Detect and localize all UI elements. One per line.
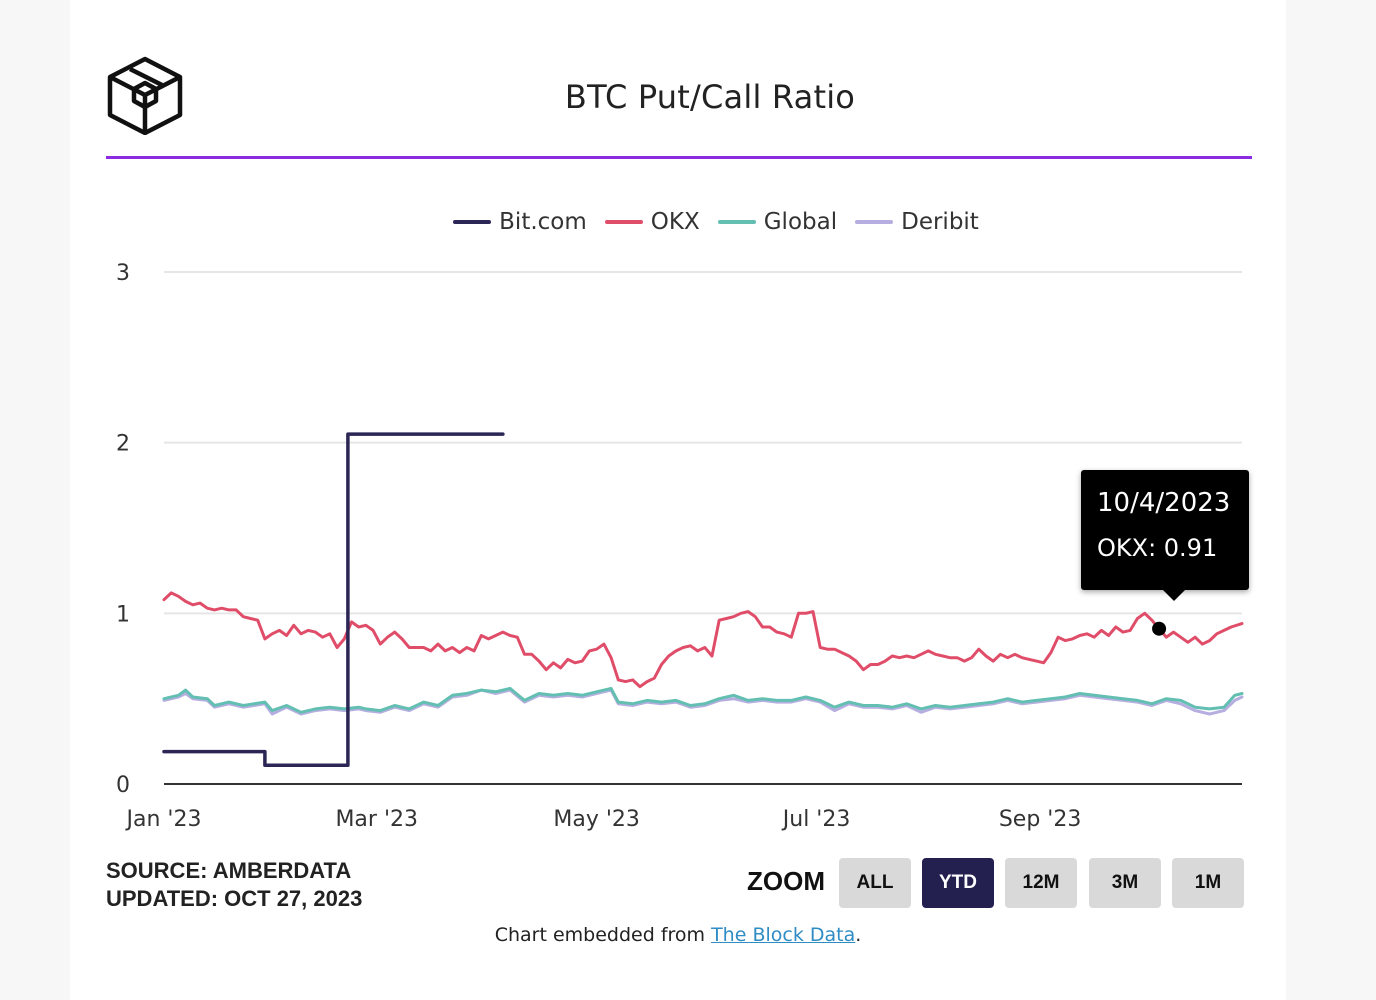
legend-swatch [604, 220, 643, 224]
chart-legend: Bit.com OKX Global Deribit [70, 204, 1286, 240]
legend-swatch [855, 220, 894, 224]
updated-label: UPDATED: OCT 27, 2023 [106, 886, 363, 911]
y-tick-label: 1 [116, 602, 130, 627]
data-tooltip: 10/4/2023 OKX: 0.91 [1081, 470, 1249, 601]
x-tick-label: Jan '23 [125, 807, 202, 832]
x-tick-label: Sep '23 [999, 807, 1082, 832]
series-line-global [162, 686, 1244, 714]
tooltip-value: OKX: 0.91 [1097, 534, 1218, 562]
header-divider [106, 156, 1252, 159]
x-tick-label: May '23 [553, 807, 640, 832]
legend-swatch [717, 220, 756, 224]
the-block-data-link[interactable]: The Block Data [711, 924, 856, 946]
x-tick-label: Mar '23 [335, 807, 418, 832]
zoom-ytd-button[interactable]: YTD [922, 858, 994, 908]
chart-title: BTC Put/Call Ratio [564, 78, 856, 116]
legend-label: OKX [650, 209, 700, 235]
legend-label: Global [763, 209, 838, 235]
legend-label: Bit.com [499, 209, 587, 235]
zoom-all-button[interactable]: ALL [839, 858, 911, 908]
legend-swatch [453, 220, 492, 224]
legend-label: Deribit [901, 209, 979, 235]
plot-area: 0 1 2 3 Jan '23 Mar '23 May '23 Jul '23 Sep '23 [116, 261, 1244, 832]
legend-item-deribit[interactable]: Deribit [855, 204, 979, 240]
y-tick-label: 2 [116, 432, 130, 457]
embed-suffix: . [855, 924, 862, 946]
hover-point-marker [1152, 621, 1167, 636]
x-tick-label: Jul '23 [781, 807, 851, 832]
series-line-bitcom [162, 432, 505, 767]
source-label: SOURCE: AMBERDATA [106, 858, 352, 883]
chart-header: BTC Put/Call Ratio [70, 0, 1286, 159]
series-line-deribit [162, 688, 1244, 716]
legend-item-bitcom[interactable]: Bit.com [453, 204, 587, 240]
source-note: SOURCE: AMBERDATA UPDATED: OCT 27, 2023 [106, 857, 362, 913]
the-block-cube-logo-icon [107, 56, 183, 135]
legend-item-okx[interactable]: OKX [604, 204, 700, 240]
legend-item-global[interactable]: Global [717, 204, 838, 240]
zoom-12m-button[interactable]: 12M [1005, 858, 1077, 908]
embed-prefix: Chart embedded from [494, 924, 712, 946]
zoom-1m-button[interactable]: 1M [1172, 858, 1244, 908]
chart-card: BTC Put/Call Ratio Bit.com OKX Global Derib… [70, 0, 1286, 1000]
tooltip-date: 10/4/2023 [1097, 488, 1231, 518]
zoom-3m-button[interactable]: 3M [1089, 858, 1161, 908]
y-tick-label: 0 [116, 773, 130, 798]
series-line-okx [162, 591, 1244, 689]
embed-note: Chart embedded from The Block Data. [70, 924, 1286, 946]
y-tick-label: 3 [116, 261, 130, 286]
zoom-label: ZOOM [747, 866, 825, 896]
tooltip-arrow [1163, 590, 1185, 601]
